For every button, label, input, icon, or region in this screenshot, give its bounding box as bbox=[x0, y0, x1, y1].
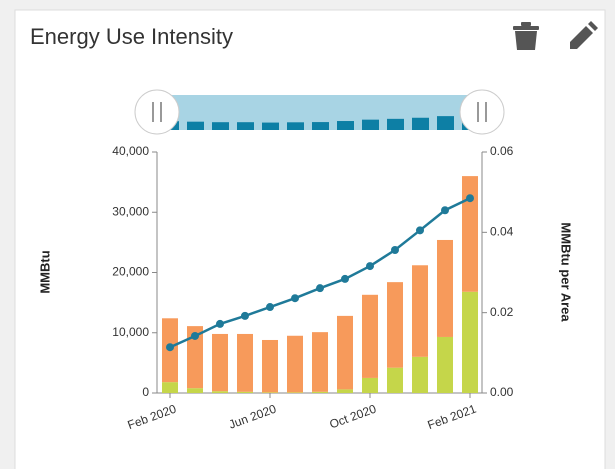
y-tick-label: 30,000 bbox=[112, 204, 149, 218]
bar bbox=[437, 239, 453, 337]
range-preview-bar bbox=[237, 122, 254, 130]
y2-tick-label: 0.02 bbox=[490, 305, 514, 319]
bar bbox=[362, 294, 378, 378]
bar bbox=[412, 265, 428, 357]
line-point bbox=[341, 274, 349, 283]
y-axis-label: MMBtu bbox=[37, 250, 52, 293]
edit-icon[interactable] bbox=[570, 21, 598, 49]
bar bbox=[462, 176, 478, 292]
line-point bbox=[466, 194, 474, 203]
y-tick-label: 40,000 bbox=[112, 144, 149, 158]
bar bbox=[287, 392, 303, 393]
line-point bbox=[266, 303, 274, 312]
line-point bbox=[191, 331, 199, 340]
bar bbox=[237, 391, 253, 393]
bar bbox=[287, 335, 303, 393]
bar bbox=[262, 392, 278, 393]
range-preview-bar bbox=[412, 117, 429, 130]
bar bbox=[162, 382, 178, 393]
line-point bbox=[241, 311, 249, 320]
line-point bbox=[391, 246, 399, 255]
bar bbox=[337, 389, 353, 393]
y2-axis-label: MMBtu per Area bbox=[559, 222, 574, 322]
bar bbox=[387, 282, 403, 368]
line-point bbox=[416, 226, 424, 235]
bar bbox=[187, 326, 203, 389]
bar bbox=[237, 333, 253, 392]
line-point bbox=[316, 284, 324, 293]
range-preview-bar bbox=[337, 121, 354, 130]
y-tick-label: 10,000 bbox=[112, 325, 149, 339]
y2-tick-label: 0.06 bbox=[490, 144, 514, 158]
line-point bbox=[216, 319, 224, 328]
range-preview-bar bbox=[387, 118, 404, 130]
bar bbox=[337, 315, 353, 390]
line-point bbox=[166, 343, 174, 352]
bar bbox=[437, 336, 453, 393]
y2-tick-label: 0.04 bbox=[490, 225, 514, 239]
bar bbox=[412, 356, 428, 393]
range-handle-left[interactable] bbox=[134, 89, 180, 135]
y2-tick-label: 0.00 bbox=[490, 385, 514, 399]
bar bbox=[387, 367, 403, 393]
bar bbox=[212, 333, 228, 392]
bar bbox=[212, 391, 228, 393]
chart-title: Energy Use Intensity bbox=[30, 24, 233, 49]
range-preview-bar bbox=[437, 116, 454, 130]
range-preview-bar bbox=[187, 121, 204, 130]
range-preview-bar bbox=[312, 122, 329, 130]
range-preview-bar bbox=[262, 122, 279, 130]
bar bbox=[312, 332, 328, 392]
bar bbox=[362, 377, 378, 393]
bar bbox=[462, 291, 478, 393]
y-tick-label: 20,000 bbox=[112, 265, 149, 279]
range-preview-bar bbox=[362, 119, 379, 130]
line-point bbox=[291, 294, 299, 303]
range-preview-bar bbox=[212, 122, 229, 130]
bar bbox=[312, 391, 328, 393]
card bbox=[14, 9, 606, 469]
bar bbox=[262, 339, 278, 393]
delete-icon[interactable] bbox=[513, 22, 539, 50]
line-point bbox=[441, 206, 449, 215]
range-preview-bar bbox=[287, 122, 304, 130]
y-tick-label: 0 bbox=[142, 385, 149, 399]
line-point bbox=[366, 262, 374, 271]
range-handle-right[interactable] bbox=[459, 89, 505, 135]
bar bbox=[187, 388, 203, 393]
